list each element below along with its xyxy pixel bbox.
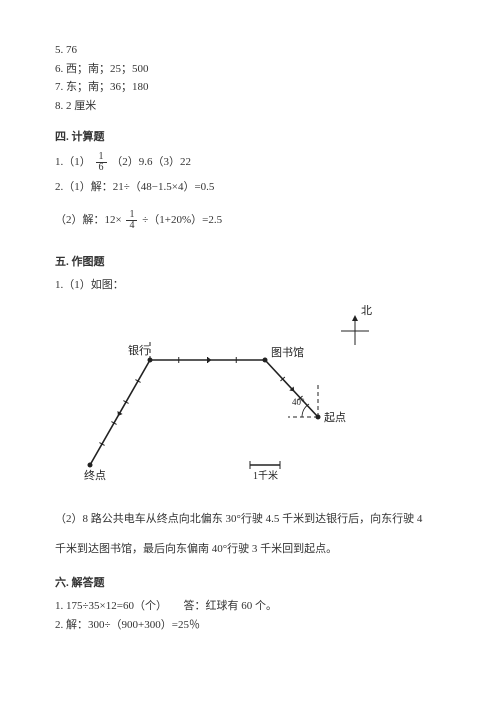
calc-q1-prefix: 1.（1） bbox=[55, 156, 91, 168]
svg-text:终点: 终点 bbox=[84, 468, 106, 482]
svg-text:40°: 40° bbox=[292, 397, 305, 407]
section5-title: 五. 作图题 bbox=[55, 253, 445, 269]
route-diagram: 北银行 图书馆起点终点 40° 1千米 bbox=[55, 305, 445, 495]
route-svg: 北银行 图书馆起点终点 40° 1千米 bbox=[55, 305, 415, 495]
drawing-q1: 1.（1）如图： bbox=[55, 277, 445, 294]
calc-q2b: （2）解：12× 1 4 ÷（1+20%）=2.5 bbox=[55, 210, 445, 231]
svg-text:起点: 起点 bbox=[324, 411, 346, 424]
frac-num: 1 bbox=[126, 210, 137, 221]
answer-line-8: 8. 2 厘米 bbox=[55, 98, 445, 115]
drawing-q2-line2: 千米到达图书馆，最后向东偏南 40°行驶 3 千米回到起点。 bbox=[55, 541, 445, 559]
answer-line-7: 7. 东；南；36；180 bbox=[55, 79, 445, 96]
calc-q1: 1.（1） 1 6 （2）9.6（3）22 bbox=[55, 152, 445, 173]
fraction-1-6: 1 6 bbox=[96, 152, 107, 173]
svg-text:北: 北 bbox=[361, 305, 372, 317]
svg-text:1千米: 1千米 bbox=[253, 469, 278, 482]
fraction-1-4: 1 4 bbox=[126, 210, 137, 231]
calc-q2b-prefix: （2）解：12× bbox=[55, 214, 122, 226]
calc-q1-mid: （2）9.6（3）22 bbox=[111, 156, 191, 168]
answer-line-6: 6. 西；南；25；500 bbox=[55, 61, 445, 78]
svg-text:银行: 银行 bbox=[128, 343, 150, 357]
calc-q2a: 2.（1）解：21÷（48−1.5×4）=0.5 bbox=[55, 179, 445, 196]
solve-a2: 2. 解：300÷（900+300）=25％ bbox=[55, 617, 445, 634]
frac-den: 4 bbox=[126, 221, 137, 231]
section6-title: 六. 解答题 bbox=[55, 574, 445, 590]
svg-text:图书馆: 图书馆 bbox=[271, 345, 304, 359]
frac-den: 6 bbox=[96, 163, 107, 173]
solve-a1: 1. 175÷35×12=60（个） 答：红球有 60 个。 bbox=[55, 598, 445, 615]
drawing-q2-line1: （2）8 路公共电车从终点向北偏东 30°行驶 4.5 千米到达银行后，向东行驶… bbox=[55, 511, 445, 529]
section4-title: 四. 计算题 bbox=[55, 128, 445, 144]
answer-line-5: 5. 76 bbox=[55, 42, 445, 59]
calc-q2b-suffix: ÷（1+20%）=2.5 bbox=[142, 214, 222, 226]
